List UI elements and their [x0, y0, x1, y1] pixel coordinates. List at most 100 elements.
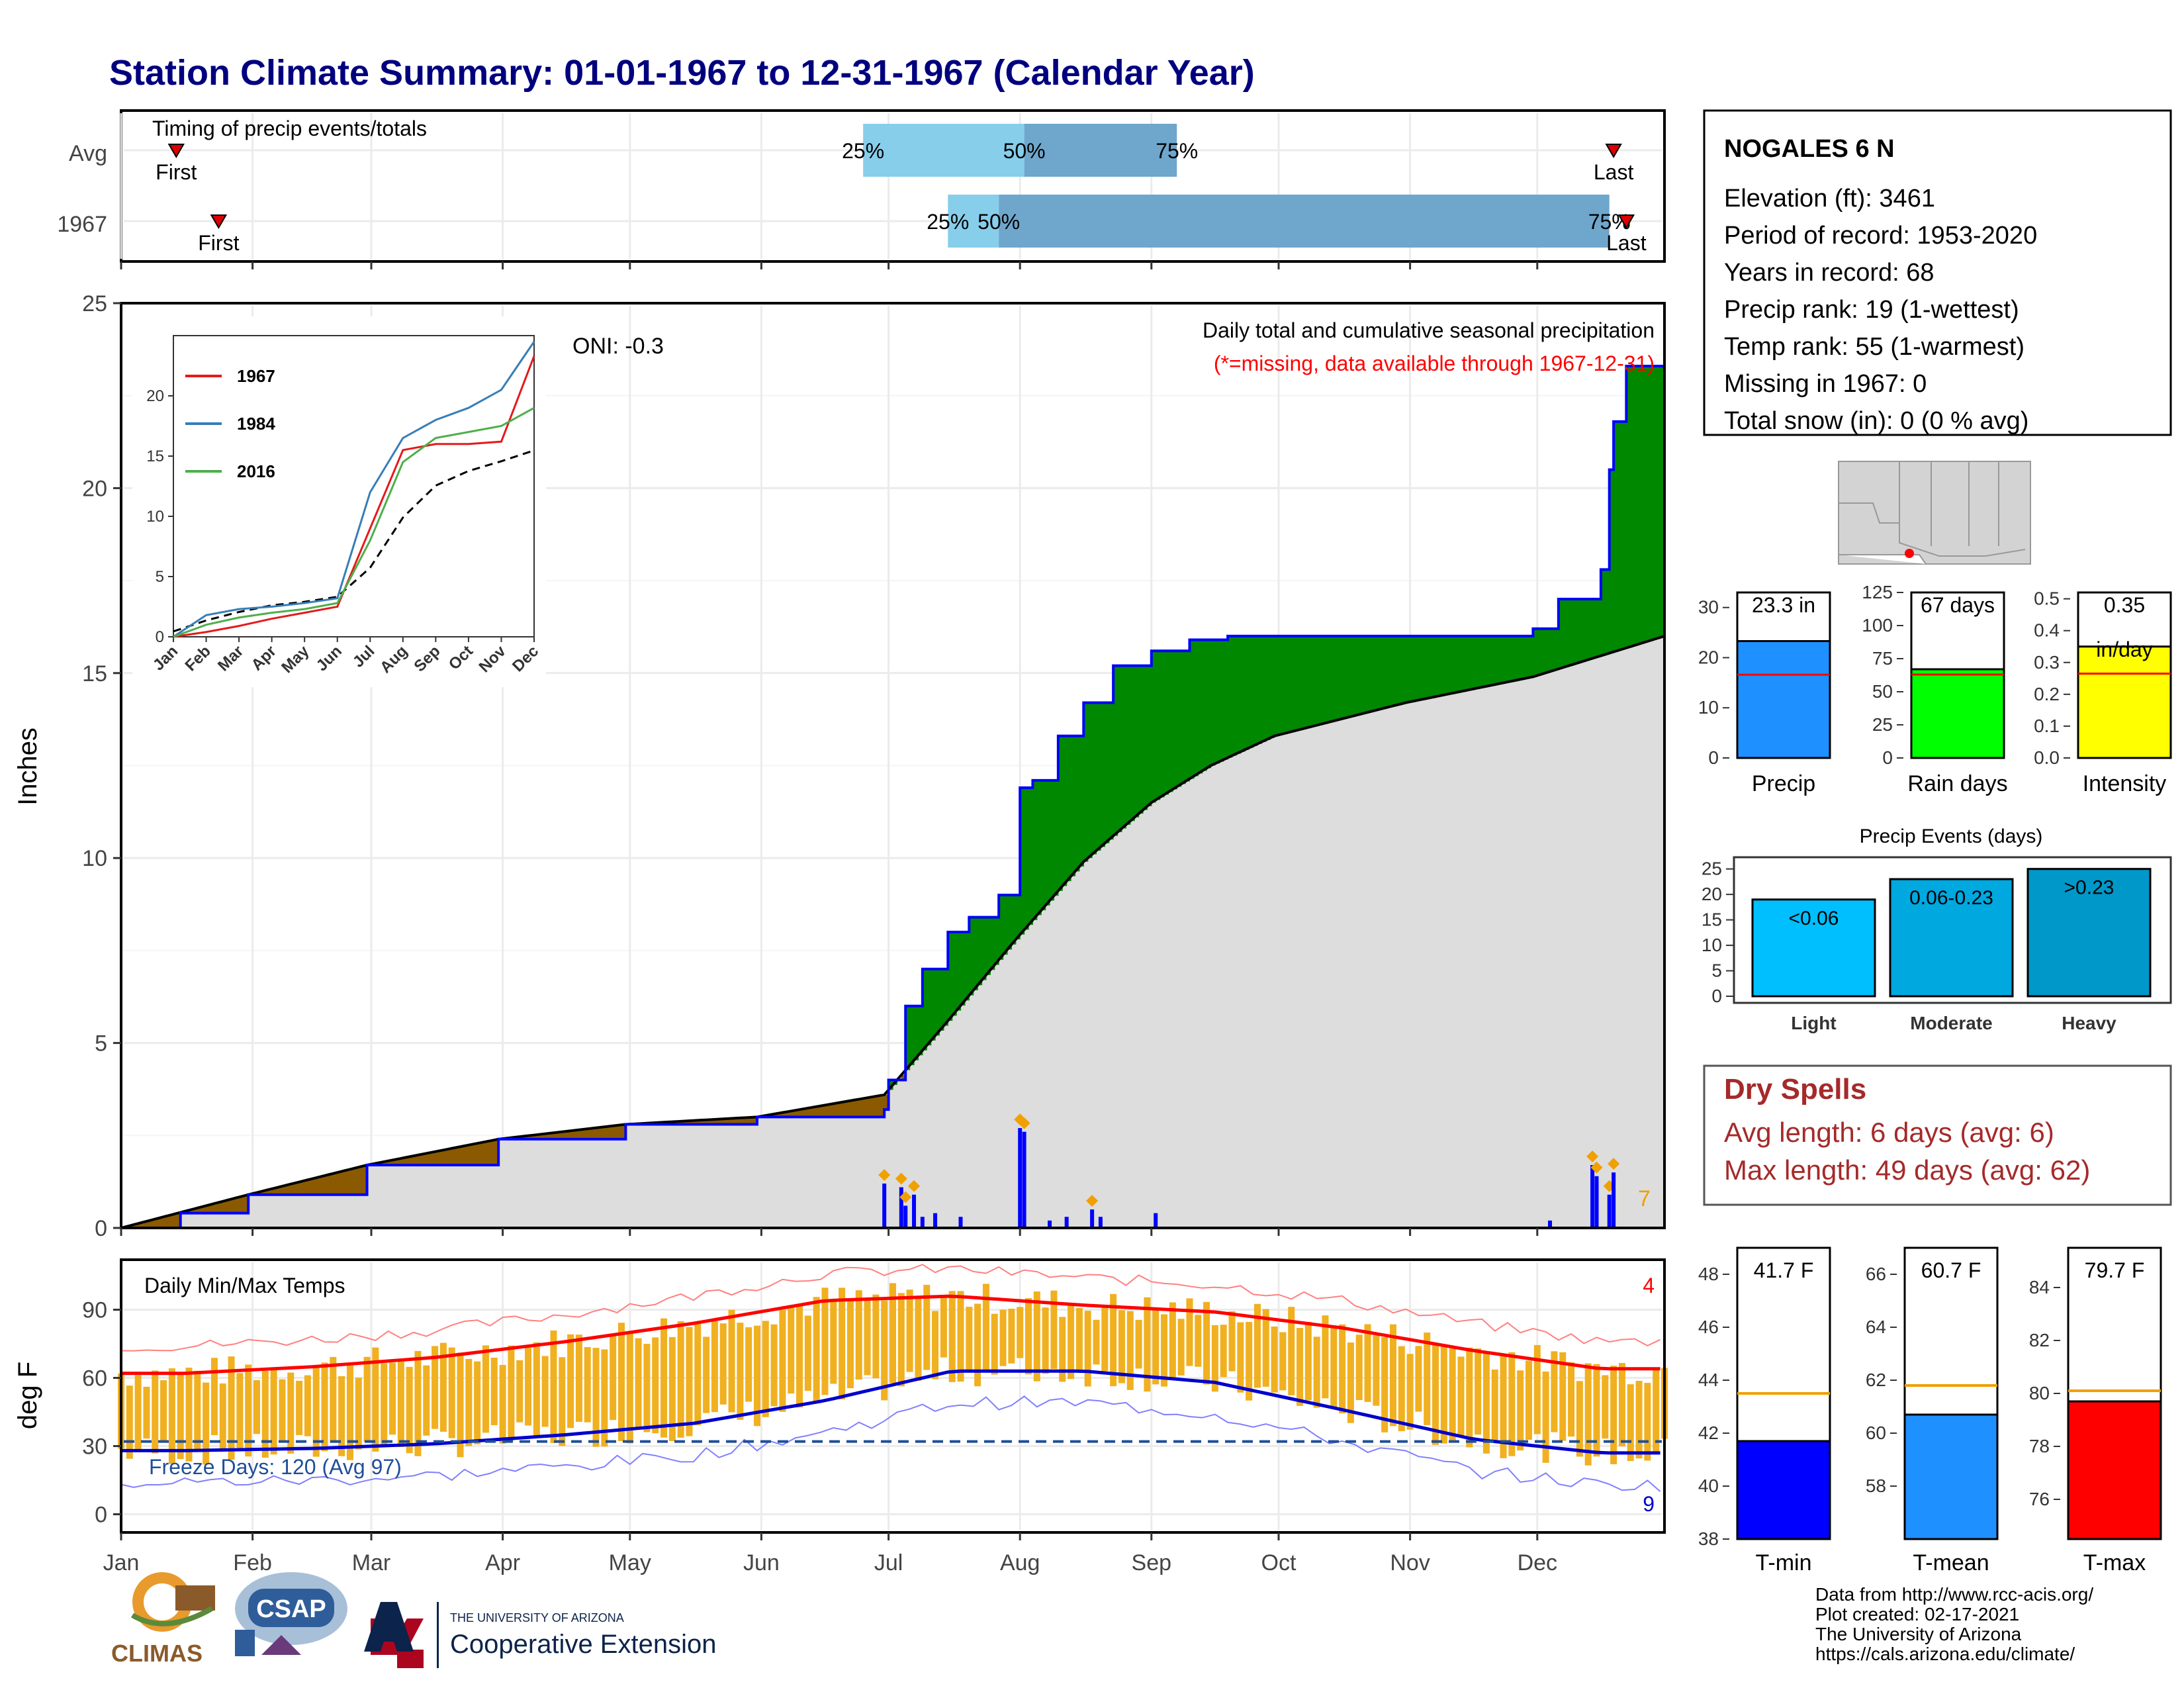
precip-above-avg-area — [1142, 665, 1148, 810]
summary-bar-precip — [1736, 639, 1831, 759]
precip-above-avg-area — [931, 968, 936, 1041]
daily-temp-bar — [381, 1363, 388, 1446]
daily-temp-bar — [1559, 1352, 1567, 1441]
daily-temp-bar — [1432, 1342, 1439, 1445]
station-info-line: Precip rank: 19 (1-wettest) — [1724, 296, 2019, 324]
daily-temp-bar — [1135, 1319, 1142, 1369]
precip-above-avg-area — [1058, 735, 1063, 891]
daily-temp-bar — [1228, 1311, 1236, 1372]
daily-temp-bar — [1297, 1327, 1304, 1406]
temp-summary-tick-label: 78 — [2029, 1436, 2050, 1456]
precip-below-avg-area — [473, 1144, 478, 1166]
precip-above-avg-area — [1300, 635, 1305, 730]
daily-temp-bar — [728, 1309, 735, 1413]
daily-temp-bar — [915, 1297, 922, 1381]
precip-below-avg-area — [231, 1199, 236, 1213]
precip-above-avg-area — [1406, 635, 1411, 703]
temp-summary-tick-label: 84 — [2029, 1277, 2050, 1297]
daily-temp-bar — [1262, 1309, 1269, 1387]
daily-temp-bar — [1653, 1368, 1660, 1452]
daily-temp-bar — [1220, 1325, 1227, 1378]
daily-temp-bar — [1457, 1356, 1465, 1436]
daily-temp-bar — [448, 1347, 455, 1438]
precip-panel: 0 5 10 15 20 25 Inches Daily total and cumula… — [13, 291, 1666, 1241]
daily-temp-bar — [134, 1375, 142, 1451]
precip-below-avg-area — [752, 1117, 758, 1125]
daily-temp-bar — [1322, 1315, 1329, 1399]
temp-summary-bar-tmin — [1736, 1440, 1831, 1540]
daily-temp-bar — [966, 1307, 973, 1370]
daily-temp-bar — [1517, 1370, 1524, 1451]
precip-above-avg-area — [1198, 639, 1203, 774]
precip-above-avg-area — [1130, 665, 1135, 821]
precip-below-avg-area — [240, 1197, 245, 1213]
avg-tmin-line — [121, 1369, 1661, 1455]
precip-y-tick-label: 0 — [95, 1216, 107, 1241]
daily-temp-bar — [355, 1378, 362, 1450]
precip-above-avg-area — [1588, 599, 1593, 660]
summary-tick-label: 0.2 — [2034, 684, 2060, 704]
daily-temp-bar — [796, 1304, 803, 1408]
precip-above-avg-area — [1219, 639, 1224, 762]
daily-temp-bar — [1339, 1324, 1346, 1414]
daily-temp-bar — [474, 1361, 481, 1444]
precip-above-avg-area — [1342, 635, 1347, 719]
precip-y-tick-label: 5 — [95, 1031, 107, 1056]
precip-above-avg-area — [1507, 635, 1512, 682]
precip-events-chart: Precip Events (days) 0 5 10 15 20 25 <0.06 Ligh… — [1702, 825, 2172, 1033]
precip-below-avg-area — [621, 1125, 626, 1139]
precip-below-avg-area — [523, 1136, 529, 1139]
precip-above-avg-area — [905, 1006, 911, 1070]
daily-temp-bar — [957, 1291, 964, 1382]
precip-above-avg-area — [1291, 635, 1297, 732]
daily-precip-bar — [958, 1217, 963, 1228]
precip-below-avg-area — [201, 1207, 206, 1213]
precip-below-avg-area — [426, 1153, 432, 1166]
precip-above-avg-area — [1554, 628, 1559, 671]
precip-above-avg-area — [1596, 599, 1602, 657]
daily-temp-bar — [1169, 1302, 1176, 1380]
temp-summary-bar-tmax — [2067, 1400, 2162, 1540]
timing-percent-label: 25% — [927, 210, 969, 234]
precip-below-avg-area — [880, 1095, 885, 1117]
precip-above-avg-area — [1020, 788, 1025, 935]
precip-above-avg-area — [1249, 635, 1254, 748]
summary-tick-label: 0 — [1882, 747, 1893, 768]
tmin-record-count: 9 — [1643, 1492, 1655, 1516]
precip-above-avg-area — [1075, 735, 1080, 872]
daily-temp-bar — [991, 1313, 998, 1375]
heavy-precip-marker — [1586, 1150, 1599, 1163]
precip-below-avg-area — [782, 1112, 788, 1117]
daily-temp-bar — [592, 1348, 600, 1447]
precip-above-avg-area — [1304, 635, 1309, 729]
daily-temp-bar — [1177, 1319, 1185, 1376]
precip-below-avg-area — [295, 1183, 300, 1195]
precip-above-avg-area — [1621, 421, 1627, 649]
precip-event-bar-label: 0.06-0.23 — [1909, 887, 1993, 909]
precip-below-avg-area — [901, 1075, 906, 1080]
precip-below-avg-area — [837, 1103, 842, 1117]
inset-y-tick-label: 10 — [146, 508, 164, 526]
precip-below-avg-area — [312, 1178, 317, 1195]
temp-y-tick-label: 60 — [82, 1366, 107, 1391]
summary-tick-label: 0 — [1708, 747, 1719, 768]
daily-temp-bar — [261, 1370, 269, 1458]
daily-precip-bar — [1594, 1176, 1599, 1228]
precip-below-avg-area — [570, 1131, 576, 1139]
precip-above-avg-area — [1287, 635, 1292, 733]
daily-temp-bar — [1304, 1321, 1312, 1401]
precip-below-avg-area — [842, 1102, 847, 1117]
precip-above-avg-area — [1240, 635, 1246, 752]
daily-temp-bar — [813, 1297, 820, 1403]
daily-temp-bar — [1068, 1305, 1075, 1380]
daily-temp-bar — [1373, 1335, 1380, 1406]
daily-temp-bar — [1576, 1381, 1583, 1457]
precip-above-avg-area — [1036, 780, 1042, 915]
precip-above-avg-area — [1617, 421, 1623, 651]
climas-logo: CLIMAS — [111, 1572, 215, 1667]
daily-temp-bar — [1271, 1326, 1278, 1393]
temp-summary-axis-label: T-mean — [1913, 1550, 1989, 1575]
daily-temp-bar — [168, 1368, 175, 1464]
daily-temp-bar — [550, 1330, 557, 1444]
precip-above-avg-area — [1626, 365, 1631, 648]
